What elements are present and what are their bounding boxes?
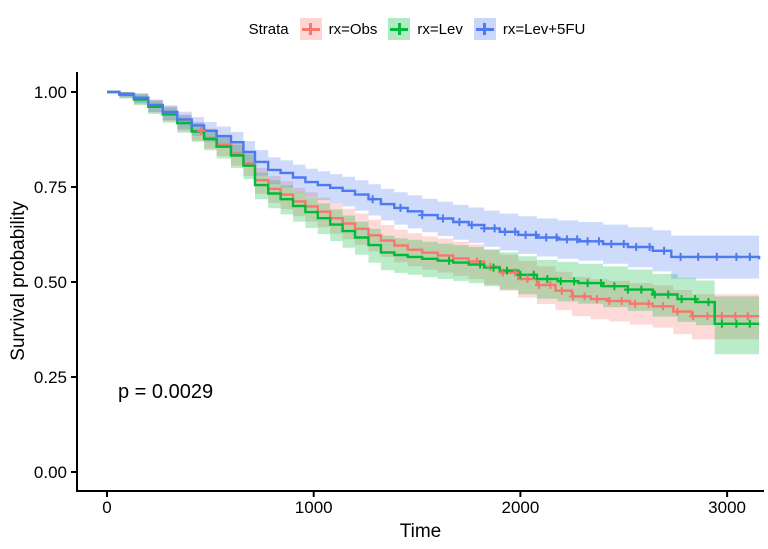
svg-text:0.75: 0.75 [34,178,67,197]
svg-text:2000: 2000 [501,498,539,517]
p-value-annotation: p = 0.0029 [118,381,214,403]
svg-text:0.50: 0.50 [34,273,67,292]
svg-text:0.25: 0.25 [34,368,67,387]
legend-title: Strata [248,20,289,38]
svg-text:1000: 1000 [295,498,333,517]
legend-item-rx-obs: rx=Obs [299,18,378,40]
svg-text:0.00: 0.00 [34,463,67,482]
plus-marker-icon [388,18,411,40]
svg-text:0: 0 [102,498,111,517]
legend-label-rx-lev5fu: rx=Lev+5FU [502,20,586,38]
legend-item-rx-lev5fu: rx=Lev+5FU [473,18,586,40]
svg-text:1.00: 1.00 [34,83,67,102]
legend-label-rx-obs: rx=Obs [328,20,378,38]
plus-marker-icon [473,18,496,40]
svg-text:Time: Time [400,521,442,542]
plus-marker-icon [299,18,322,40]
svg-text:3000: 3000 [708,498,746,517]
svg-text:Survival probability: Survival probability [8,201,29,361]
legend-label-rx-lev: rx=Lev [417,20,463,38]
legend: Strata rx=Obs rx=Lev rx=Lev+5FU [0,18,768,40]
legend-item-rx-lev: rx=Lev [388,18,463,40]
